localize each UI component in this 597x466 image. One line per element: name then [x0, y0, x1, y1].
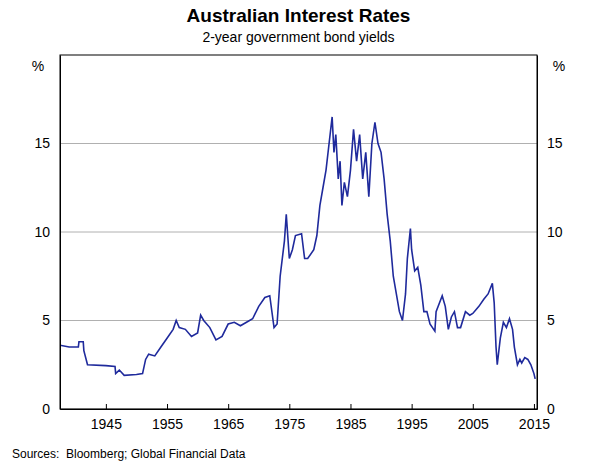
tick: 1965 [213, 404, 244, 432]
tick-label: 1975 [274, 416, 305, 432]
tick-label: 2015 [519, 416, 550, 432]
tick: 15 [34, 135, 60, 151]
subtitle: 2-year government bond yields [202, 29, 394, 45]
tick-mark [289, 404, 290, 409]
tick: 1975 [274, 404, 305, 432]
tick-label: 10 [34, 224, 50, 240]
tick: 1985 [335, 404, 366, 432]
tick: 1955 [152, 404, 183, 432]
tick-label: 1995 [397, 416, 428, 432]
grid [60, 144, 537, 410]
tick: 15 [537, 135, 563, 151]
tick-label: 15 [34, 135, 50, 151]
tick: 2005 [458, 404, 489, 432]
tick: 2015 [519, 404, 550, 432]
tick-label: 0 [42, 401, 50, 417]
tick-label: 1965 [213, 416, 244, 432]
tick-label: 1955 [152, 416, 183, 432]
tick: 0 [42, 401, 60, 417]
tick: 5 [42, 312, 60, 328]
tick-label: 1985 [335, 416, 366, 432]
tick: 5 [537, 312, 555, 328]
tick-mark [534, 404, 535, 409]
tick-label: 2005 [458, 416, 489, 432]
tick-label: 10 [547, 224, 563, 240]
grid-line [60, 320, 537, 321]
source: Sources: Bloomberg; Global Financial Dat… [12, 447, 246, 461]
y2-axis: 0 5 10 15 [537, 56, 563, 417]
tick-label: 15 [547, 135, 563, 151]
y-axis-line [60, 56, 61, 410]
tick-mark [473, 404, 474, 409]
x-axis: 1945 1955 1965 1975 1985 1995 2005 2015 [61, 404, 551, 432]
tick: 0 [537, 401, 555, 417]
tick-mark [228, 404, 229, 409]
x-axis-line [61, 409, 538, 410]
series-line [60, 117, 535, 379]
tick: 1945 [91, 404, 122, 432]
tick-mark [350, 404, 351, 409]
tick: 1995 [397, 404, 428, 432]
plot-frame [60, 55, 537, 409]
tick: 10 [537, 224, 563, 240]
y2-axis-line [537, 56, 538, 410]
tick-mark [106, 404, 107, 409]
y2-axis-title: % [553, 58, 565, 74]
series-group [60, 117, 535, 379]
y-axis-title: % [32, 58, 44, 74]
chart: Australian Interest Rates 2-year governme… [0, 0, 597, 466]
tick-mark [167, 404, 168, 409]
tick-label: 5 [547, 312, 555, 328]
grid-line [60, 232, 537, 233]
y-axis: 0 5 10 15 [34, 56, 60, 417]
tick-mark [412, 404, 413, 409]
tick-label: 5 [42, 312, 50, 328]
tick-label: 1945 [91, 416, 122, 432]
tick-label: 0 [547, 401, 555, 417]
title: Australian Interest Rates [187, 5, 411, 26]
grid-line [60, 143, 537, 144]
tick: 10 [34, 224, 60, 240]
